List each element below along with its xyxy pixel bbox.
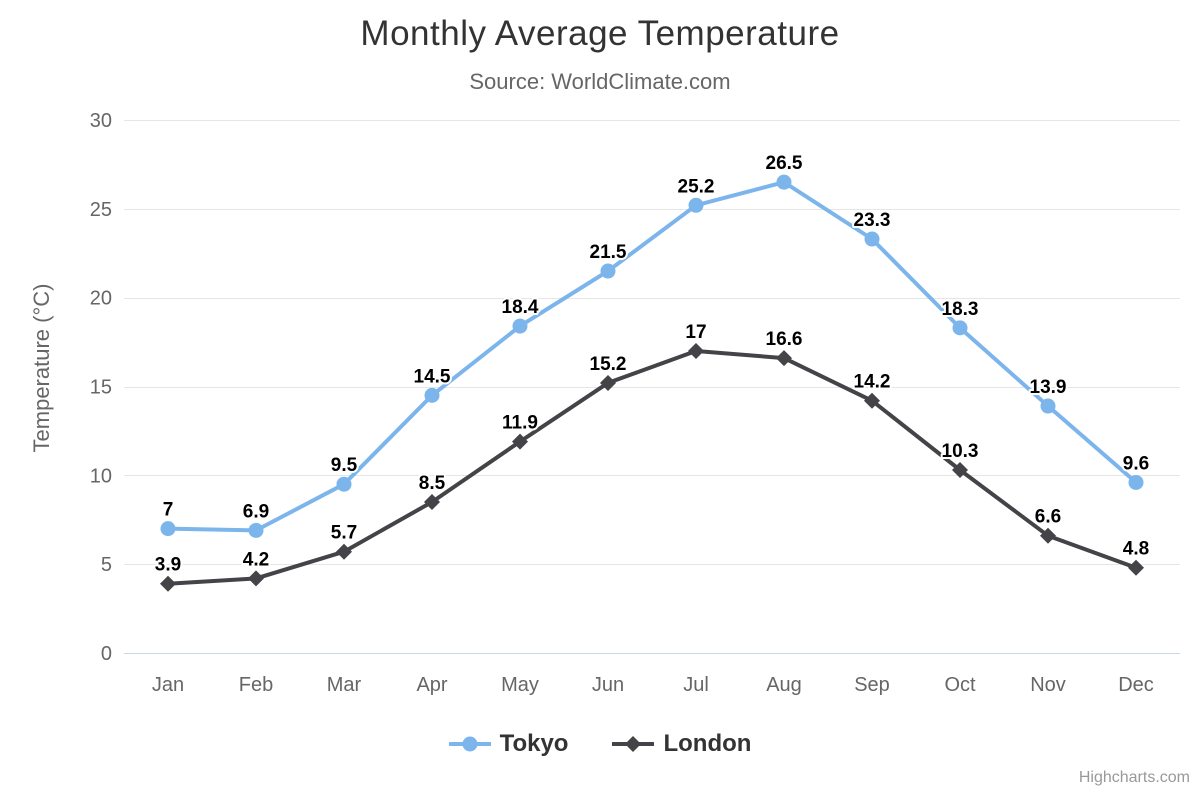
data-label-london-jan: 3.9	[155, 555, 181, 576]
marker-london-aug[interactable]	[776, 350, 792, 367]
tokyo-series-icon	[448, 736, 491, 752]
data-label-tokyo-jan: 7	[163, 500, 174, 521]
data-label-tokyo-apr: 14.5	[414, 366, 451, 387]
data-label-london-feb: 4.2	[243, 549, 269, 570]
marker-tokyo-dec[interactable]	[1128, 474, 1144, 490]
data-label-tokyo-dec: 9.6	[1123, 453, 1149, 474]
marker-tokyo-jan[interactable]	[160, 521, 176, 537]
data-label-tokyo-sep: 23.3	[854, 210, 891, 231]
series-line-tokyo[interactable]	[166, 180, 1138, 533]
data-label-london-mar: 5.7	[331, 523, 357, 544]
marker-london-dec[interactable]	[1128, 559, 1144, 576]
data-label-tokyo-oct: 18.3	[942, 299, 979, 320]
y-tick-label-25: 25	[90, 199, 112, 221]
marker-tokyo-oct[interactable]	[952, 320, 968, 336]
legend: Tokyo London	[0, 730, 1200, 758]
x-tick-label-mar: Mar	[327, 674, 362, 696]
marker-london-jul[interactable]	[688, 342, 704, 359]
data-label-london-aug: 16.6	[766, 329, 803, 350]
marker-tokyo-jun[interactable]	[600, 263, 616, 279]
marker-tokyo-jul[interactable]	[688, 197, 704, 213]
marker-tokyo-nov[interactable]	[1040, 398, 1056, 414]
marker-london-mar[interactable]	[336, 543, 352, 560]
tokyo-legend-circle-icon	[462, 736, 478, 752]
data-label-london-nov: 6.6	[1035, 507, 1061, 528]
marker-london-feb[interactable]	[248, 570, 264, 587]
data-label-london-jul: 17	[685, 322, 706, 343]
london-series-icon	[612, 736, 655, 752]
legend-item-london[interactable]: London	[612, 730, 751, 758]
marker-tokyo-feb[interactable]	[248, 522, 264, 538]
data-label-tokyo-feb: 6.9	[243, 501, 269, 522]
data-label-tokyo-mar: 9.5	[331, 455, 358, 476]
x-tick-label-oct: Oct	[944, 674, 976, 696]
marker-tokyo-apr[interactable]	[424, 387, 440, 403]
data-label-london-oct: 10.3	[942, 441, 979, 462]
marker-london-jun[interactable]	[600, 374, 616, 391]
x-tick-label-apr: Apr	[416, 674, 447, 696]
london-legend-diamond-icon	[625, 736, 642, 752]
marker-london-apr[interactable]	[424, 493, 440, 510]
data-label-tokyo-jul: 25.2	[678, 176, 715, 197]
y-tick-label-5: 5	[101, 554, 112, 576]
y-tick-label-15: 15	[90, 377, 112, 399]
x-tick-label-jun: Jun	[592, 674, 624, 696]
highcharts-credits-link[interactable]: Highcharts.com	[1078, 769, 1190, 786]
x-tick-label-feb: Feb	[239, 674, 273, 696]
data-label-london-apr: 8.5	[419, 473, 446, 494]
x-tick-label-sep: Sep	[854, 674, 890, 696]
legend-label-tokyo: Tokyo	[499, 730, 569, 757]
marker-london-sep[interactable]	[864, 392, 880, 409]
marker-london-nov[interactable]	[1040, 527, 1056, 544]
series-line-london[interactable]	[166, 349, 1138, 586]
data-label-tokyo-nov: 13.9	[1030, 377, 1067, 398]
data-label-london-may: 11.9	[502, 413, 538, 434]
data-label-london-sep: 14.2	[854, 372, 891, 393]
x-tick-label-jan: Jan	[152, 674, 184, 696]
x-tick-label-nov: Nov	[1030, 674, 1066, 696]
chart-subtitle: Source: WorldClimate.com	[469, 69, 731, 94]
marker-tokyo-sep[interactable]	[864, 231, 880, 247]
marker-tokyo-may[interactable]	[512, 318, 528, 334]
marker-tokyo-mar[interactable]	[336, 476, 352, 492]
y-tick-label-10: 10	[90, 465, 112, 487]
data-label-london-jun: 15.2	[590, 354, 627, 375]
data-label-tokyo-may: 18.4	[502, 297, 539, 318]
marker-london-oct[interactable]	[952, 462, 968, 479]
marker-london-jan[interactable]	[160, 575, 176, 592]
legend-item-tokyo[interactable]: Tokyo	[448, 730, 569, 758]
x-tick-label-dec: Dec	[1118, 674, 1154, 696]
x-tick-label-aug: Aug	[766, 674, 802, 696]
x-tick-label-may: May	[501, 674, 539, 696]
data-label-tokyo-jun: 21.5	[590, 242, 627, 263]
y-tick-label-20: 20	[90, 288, 112, 310]
legend-label-london: London	[663, 730, 752, 757]
chart-title: Monthly Average Temperature	[360, 14, 840, 53]
marker-london-may[interactable]	[512, 433, 528, 450]
y-tick-label-30: 30	[90, 110, 112, 132]
data-label-tokyo-aug: 26.5	[766, 153, 803, 174]
y-tick-label-0: 0	[101, 643, 112, 665]
data-label-london-dec: 4.8	[1123, 539, 1149, 560]
marker-tokyo-aug[interactable]	[776, 174, 792, 190]
x-tick-label-jul: Jul	[683, 674, 709, 696]
